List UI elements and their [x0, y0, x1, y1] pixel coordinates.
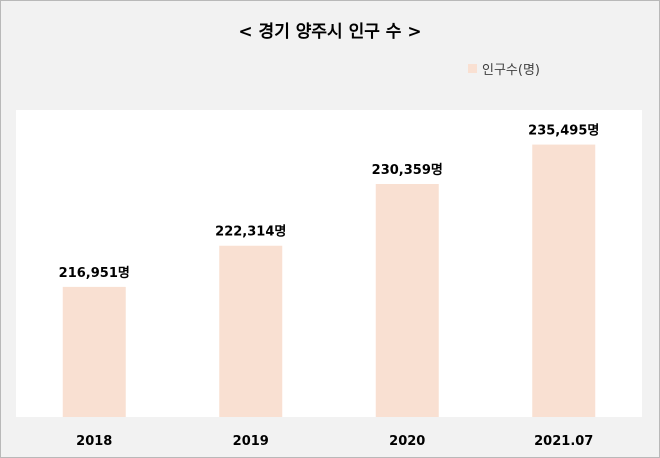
bar-2019	[219, 245, 283, 417]
x-tick-label-2020: 2020	[389, 434, 425, 449]
data-label-2021.07: 235,495명	[528, 123, 599, 139]
bar-2018	[62, 286, 126, 417]
chart-title: < 경기 양주시 인구 수 >	[238, 22, 422, 42]
data-label-2018: 216,951명	[59, 265, 130, 281]
legend-label: 인구수(명)	[482, 63, 540, 78]
legend-swatch	[468, 64, 477, 73]
data-label-2019: 222,314명	[215, 224, 286, 240]
x-tick-label-2018: 2018	[76, 434, 112, 449]
chart-legend: 인구수(명)	[468, 59, 540, 78]
bar-2021.07	[532, 144, 596, 418]
bar-2020	[375, 183, 439, 417]
data-label-2020: 230,359명	[372, 162, 443, 178]
x-tick-label-2021.07: 2021.07	[534, 434, 593, 449]
x-tick-label-2019: 2019	[233, 434, 269, 449]
